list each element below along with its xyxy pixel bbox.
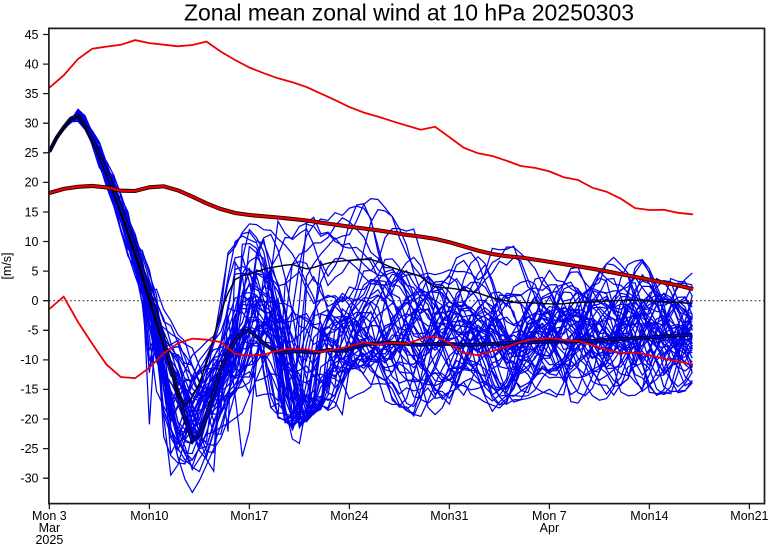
- svg-text:5: 5: [32, 264, 39, 278]
- svg-text:Apr: Apr: [540, 521, 559, 535]
- svg-text:-30: -30: [20, 472, 38, 486]
- svg-text:[m/s]: [m/s]: [0, 252, 14, 279]
- svg-text:2025: 2025: [35, 533, 63, 547]
- svg-text:20: 20: [25, 176, 39, 190]
- svg-text:Mon10: Mon10: [130, 509, 168, 523]
- svg-text:30: 30: [25, 117, 39, 131]
- svg-text:0: 0: [32, 294, 39, 308]
- svg-text:Mon 3: Mon 3: [32, 509, 67, 523]
- svg-text:25: 25: [25, 146, 39, 160]
- svg-text:-5: -5: [27, 324, 38, 338]
- svg-text:40: 40: [25, 57, 39, 71]
- svg-text:Mon 7: Mon 7: [532, 509, 567, 523]
- svg-text:-25: -25: [20, 442, 38, 456]
- svg-text:-10: -10: [20, 353, 38, 367]
- svg-text:10: 10: [25, 235, 39, 249]
- svg-text:Mon31: Mon31: [430, 509, 468, 523]
- svg-text:Mon24: Mon24: [330, 509, 368, 523]
- svg-text:-20: -20: [20, 412, 38, 426]
- svg-text:Zonal mean zonal wind at 10 hP: Zonal mean zonal wind at 10 hPa 20250303: [184, 0, 634, 26]
- svg-text:Mon21: Mon21: [730, 509, 768, 523]
- svg-text:Mon17: Mon17: [230, 509, 268, 523]
- svg-text:-15: -15: [20, 383, 38, 397]
- svg-text:Mon14: Mon14: [630, 509, 668, 523]
- svg-text:35: 35: [25, 87, 39, 101]
- svg-text:45: 45: [25, 28, 39, 42]
- svg-text:15: 15: [25, 205, 39, 219]
- svg-text:Mar: Mar: [39, 521, 61, 535]
